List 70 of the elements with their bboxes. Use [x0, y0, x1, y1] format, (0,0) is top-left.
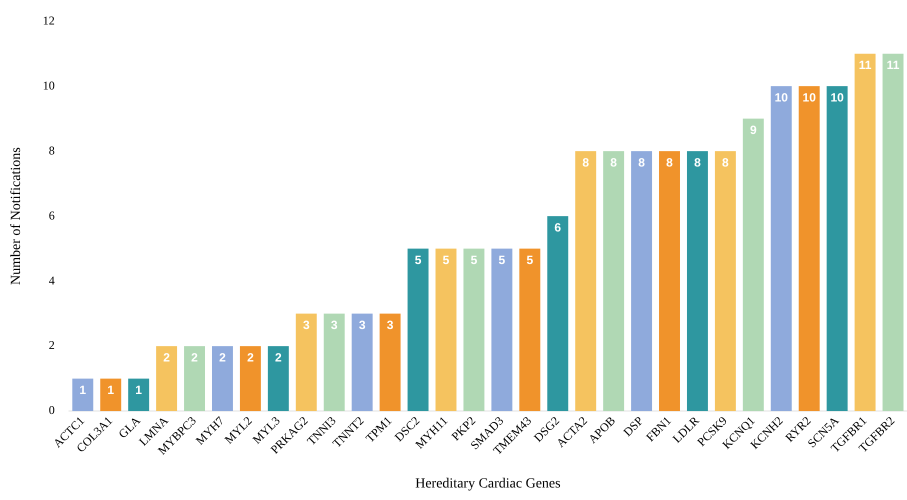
bar [826, 86, 848, 412]
data-label: 10 [802, 90, 816, 104]
bar [156, 346, 178, 412]
data-label: 6 [554, 220, 562, 234]
x-tick-label: DSP [620, 413, 646, 440]
data-label: 11 [858, 58, 872, 72]
y-tick-label: 6 [48, 208, 55, 222]
bar [631, 151, 652, 412]
data-label: 2 [191, 350, 198, 364]
data-label: 1 [79, 382, 86, 397]
y-tick-label: 2 [48, 338, 55, 352]
data-label: 8 [666, 155, 674, 170]
bar [491, 248, 512, 412]
bar [296, 314, 317, 412]
bar [882, 54, 904, 412]
bar [72, 378, 94, 412]
data-label: 5 [526, 252, 534, 267]
data-label: 8 [638, 155, 646, 170]
bar [268, 346, 289, 412]
data-label: 8 [582, 155, 590, 170]
bar [463, 248, 484, 412]
data-label: 1 [135, 382, 142, 397]
data-label: 8 [722, 155, 730, 170]
bar [547, 216, 568, 412]
bar [798, 86, 820, 412]
bar [380, 314, 401, 412]
bar [770, 86, 792, 412]
data-label: 5 [442, 252, 450, 267]
bar [128, 378, 150, 412]
data-label: 2 [275, 350, 282, 364]
y-tick-label: 10 [42, 78, 55, 92]
bar [240, 346, 261, 412]
data-label: 2 [219, 350, 226, 364]
data-label: 2 [247, 350, 254, 364]
bar [212, 346, 233, 412]
bar [100, 378, 122, 412]
data-label: 1 [107, 382, 114, 397]
bar [324, 314, 345, 412]
data-label: 10 [774, 90, 788, 104]
y-axis-title: Number of Notifications [9, 147, 24, 285]
bar [742, 118, 764, 412]
data-label: 10 [830, 90, 844, 104]
data-label: 3 [330, 318, 338, 332]
x-axis-title: Hereditary Cardiac Genes [415, 476, 561, 492]
bar [436, 248, 456, 412]
bar [686, 151, 708, 412]
bar [575, 151, 596, 412]
bar [714, 151, 736, 412]
data-label: 5 [414, 252, 422, 267]
data-label: 3 [386, 318, 394, 332]
data-label: 8 [610, 155, 618, 170]
data-label: 5 [498, 252, 506, 267]
data-label: 3 [302, 318, 310, 332]
data-label: 2 [163, 350, 170, 364]
bar [519, 248, 540, 412]
y-tick-label: 8 [48, 143, 55, 158]
y-tick-label: 0 [48, 403, 55, 418]
y-tick-label: 4 [48, 273, 55, 288]
data-label: 8 [694, 155, 702, 170]
data-label: 11 [886, 58, 900, 72]
data-label: 9 [750, 122, 757, 137]
bar [184, 346, 206, 412]
bar [352, 314, 373, 412]
y-tick-label: 12 [42, 13, 55, 28]
bar [408, 248, 429, 412]
bar [854, 54, 876, 412]
bar [659, 151, 680, 412]
bar [603, 151, 624, 412]
data-label: 3 [358, 318, 366, 332]
data-label: 5 [470, 252, 478, 267]
